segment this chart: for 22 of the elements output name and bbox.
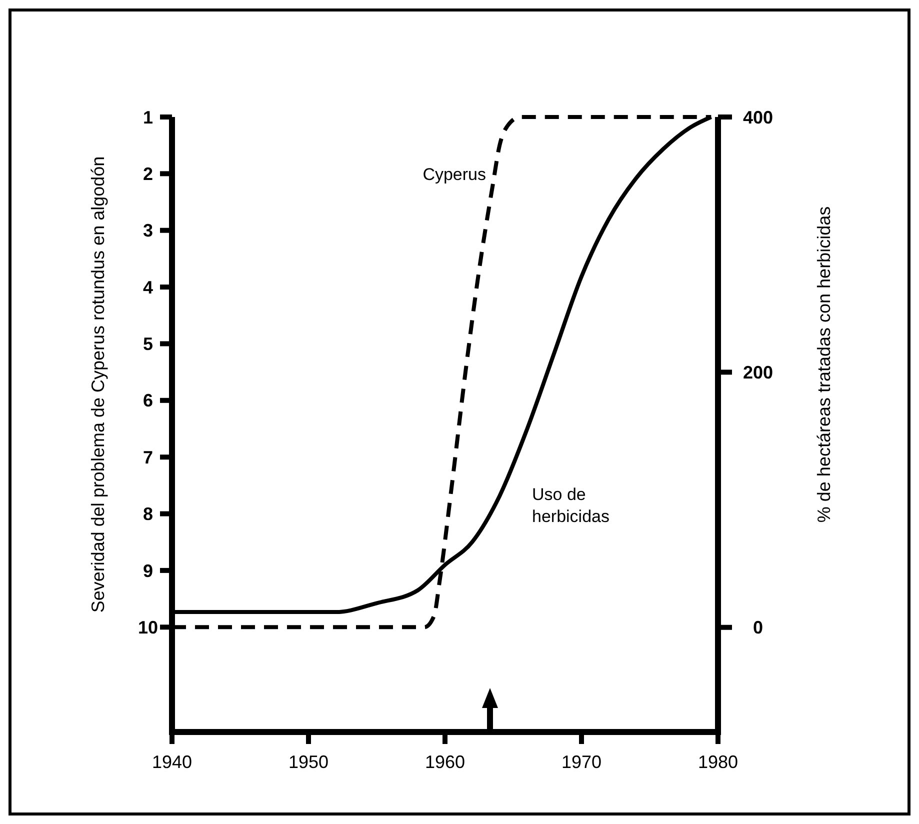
series-label: Cyperus [422, 165, 486, 184]
y-tick-label: 10 [138, 617, 158, 638]
y-axis-title: Severidad del problema de Cyperus rotundus en algodón [88, 156, 108, 613]
y-tick-label: 6 [142, 390, 154, 411]
y-tick-label: 4 [142, 277, 154, 298]
y-tick-label: 2 [142, 164, 154, 184]
y-tick-label: 9 [142, 560, 154, 581]
y-tick-label: 5 [142, 334, 154, 354]
y2-tick-label: 400 [742, 107, 774, 128]
x-tick-label: 1940 [152, 752, 192, 772]
y-tick-label: 3 [142, 220, 154, 241]
x-tick-label: 1980 [698, 752, 738, 772]
series-label: Uso de herbicidas [532, 485, 610, 526]
y-tick-label: 7 [142, 447, 154, 468]
y2-tick-label: 200 [742, 362, 774, 382]
y-tick-label: 1 [142, 107, 154, 128]
y2-tick-label: 0 [752, 618, 764, 638]
x-tick-label: 1960 [424, 752, 466, 772]
y2-axis-title: % de hectáreas tratadas con herbicidas [814, 206, 834, 523]
x-tick-label: 1970 [561, 752, 602, 772]
y-tick-label: 8 [142, 504, 154, 524]
x-tick-label: 1950 [288, 752, 329, 772]
